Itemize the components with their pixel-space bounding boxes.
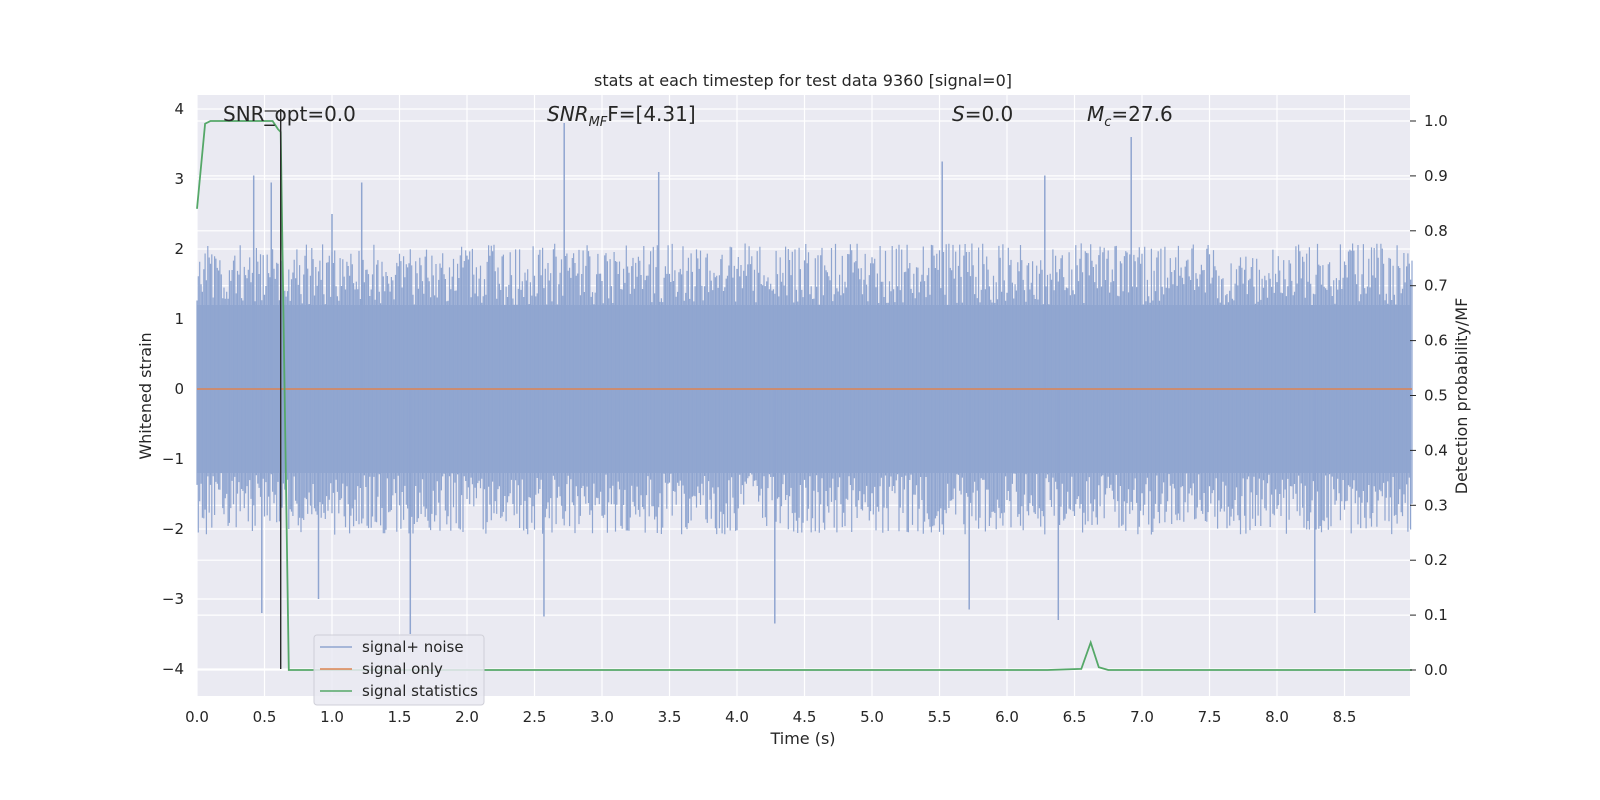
y-axis-label: Whitened strain bbox=[136, 332, 155, 459]
y2-tick-label: 0.2 bbox=[1424, 551, 1448, 569]
y-tick-label: −2 bbox=[162, 520, 184, 538]
annotation-s-main: S bbox=[952, 102, 965, 126]
x-tick-label: 8.0 bbox=[1265, 708, 1289, 726]
y-tick-label: −1 bbox=[162, 450, 184, 468]
y2-tick-label: 0.5 bbox=[1424, 387, 1448, 405]
x-tick-label: 3.5 bbox=[658, 708, 682, 726]
y-tick-label: 2 bbox=[174, 240, 184, 258]
y2-tick-label: 0.9 bbox=[1424, 167, 1448, 185]
y-axis-ticks: −4 −3 −2 −1 0 1 2 3 4 bbox=[162, 100, 184, 678]
annotation-snr-mf-main: SNR bbox=[547, 102, 589, 126]
y-tick-label: 3 bbox=[174, 170, 184, 188]
x-tick-label: 6.5 bbox=[1063, 708, 1087, 726]
y-tick-label: 1 bbox=[174, 310, 184, 328]
x-tick-label: 8.5 bbox=[1333, 708, 1357, 726]
marker-line bbox=[264, 109, 282, 669]
y2-tick-label: 0.4 bbox=[1424, 441, 1448, 459]
x-tick-label: 0.0 bbox=[185, 708, 209, 726]
annotation-snr-mf-rest: F=[4.31] bbox=[607, 102, 695, 126]
x-tick-label: 7.0 bbox=[1130, 708, 1154, 726]
x-tick-label: 2.0 bbox=[455, 708, 479, 726]
legend-box bbox=[313, 634, 485, 706]
legend-label-signal-only: signal only bbox=[362, 660, 443, 678]
legend-label-signal-statistics: signal statistics bbox=[362, 682, 478, 700]
x-tick-label: 0.5 bbox=[253, 708, 277, 726]
y2-tick-label: 0.6 bbox=[1424, 332, 1448, 350]
legend-label-signal-noise: signal+ noise bbox=[362, 638, 464, 656]
legend: signal+ noise signal only signal statist… bbox=[313, 634, 485, 706]
y2-tick-label: 1.0 bbox=[1424, 112, 1448, 130]
annotations: SNR_opt=0.0 SNRMFF=[4.31] S=0.0 Mc=27.6 bbox=[223, 102, 1173, 130]
annotation-mc: Mc=27.6 bbox=[1087, 102, 1173, 130]
x-tick-label: 4.0 bbox=[725, 708, 749, 726]
y-tick-label: −4 bbox=[162, 660, 184, 678]
x-axis-label: Time (s) bbox=[769, 729, 835, 748]
y-tick-label: 4 bbox=[174, 100, 184, 118]
annotation-s-rest: =0.0 bbox=[965, 102, 1014, 126]
y-tick-label: 0 bbox=[174, 380, 184, 398]
x-tick-label: 5.0 bbox=[860, 708, 884, 726]
y2-axis-ticks: 0.0 0.1 0.2 0.3 0.4 0.5 0.6 0.7 0.8 0.9 1.0 bbox=[1410, 112, 1448, 679]
y2-axis-label: Detection probability/MF bbox=[1452, 298, 1471, 495]
annotation-snr-mf: SNRMFF=[4.31] bbox=[547, 102, 696, 130]
annotation-s: S=0.0 bbox=[952, 102, 1013, 126]
x-tick-label: 1.0 bbox=[320, 708, 344, 726]
y-tick-label: −3 bbox=[162, 590, 184, 608]
x-tick-label: 1.5 bbox=[388, 708, 412, 726]
x-tick-label: 7.5 bbox=[1198, 708, 1222, 726]
annotation-snr-opt: SNR_opt=0.0 bbox=[223, 102, 356, 126]
x-tick-label: 6.0 bbox=[995, 708, 1019, 726]
x-tick-label: 5.5 bbox=[928, 708, 952, 726]
y2-tick-label: 0.1 bbox=[1424, 606, 1448, 624]
x-tick-label: 4.5 bbox=[793, 708, 817, 726]
y2-tick-label: 0.3 bbox=[1424, 496, 1448, 514]
y2-tick-label: 0.7 bbox=[1424, 277, 1448, 295]
x-tick-label: 3.0 bbox=[590, 708, 614, 726]
annotation-mc-main: M bbox=[1087, 102, 1104, 126]
x-tick-label: 2.5 bbox=[523, 708, 547, 726]
y2-tick-label: 0.8 bbox=[1424, 222, 1448, 240]
annotation-snr-mf-sub: MF bbox=[589, 115, 608, 130]
x-axis-ticks: 0.0 0.5 1.0 1.5 2.0 2.5 3.0 3.5 4.0 4.5 5.0 5.5 6.0 6… bbox=[185, 708, 1356, 726]
chart-title: stats at each timestep for test data 936… bbox=[594, 71, 1012, 90]
y2-tick-label: 0.0 bbox=[1424, 661, 1448, 679]
annotation-mc-rest: =27.6 bbox=[1111, 102, 1172, 126]
annotation-mc-sub: c bbox=[1104, 115, 1111, 130]
